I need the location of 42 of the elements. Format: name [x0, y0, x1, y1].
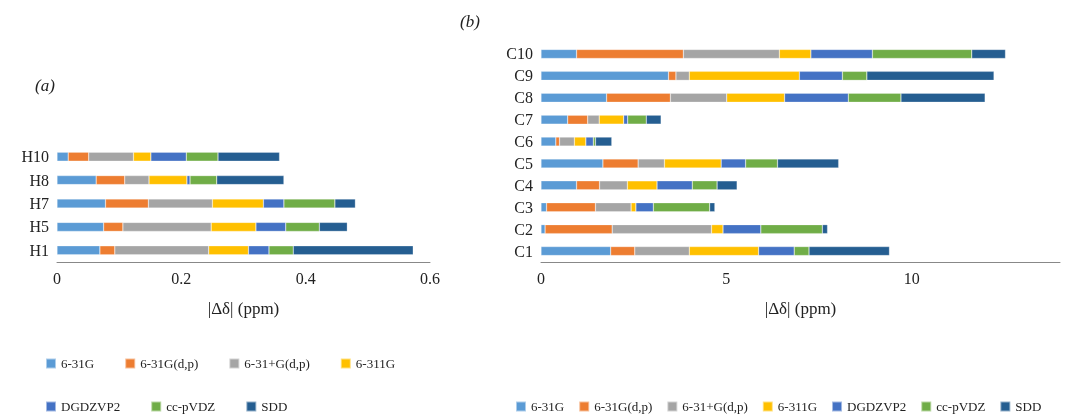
x-tick-label: 0.2	[171, 269, 192, 287]
legend-label: SDD	[1015, 399, 1042, 414]
x-axis-title: |Δδ| (ppm)	[207, 299, 280, 318]
legend-label: 6-311G	[355, 356, 396, 371]
x-tick-label: 0	[53, 269, 61, 287]
x-axis-title: |Δδ| (ppm)	[764, 299, 837, 318]
y-tick-label: C10	[506, 45, 533, 63]
y-tick-label: C2	[514, 220, 533, 238]
y-tick-label: C1	[514, 242, 533, 260]
legend-label: 6-31+G(d,p)	[682, 399, 748, 414]
y-tick-label: C4	[514, 176, 533, 194]
legend-label: 6-311G	[777, 399, 818, 414]
x-tick-label: 5	[722, 269, 731, 287]
y-tick-label: H10	[21, 148, 49, 166]
y-tick-label: H5	[29, 218, 49, 236]
legend-label: DGDZVP2	[847, 399, 907, 414]
y-tick-label: C8	[514, 89, 533, 107]
y-tick-label: C6	[514, 133, 533, 151]
bar	[595, 137, 612, 147]
x-tick-label: 0.6	[420, 269, 440, 287]
legend-label: 6-31G	[61, 356, 95, 371]
legend-label: SDD	[261, 399, 288, 414]
legend-label: 6-31G	[531, 399, 565, 414]
chart-title: (a)	[35, 76, 56, 95]
y-tick-label: C7	[514, 111, 533, 129]
y-tick-label: C5	[514, 154, 533, 172]
y-tick-label: C3	[514, 198, 533, 216]
x-tick-label: 10	[903, 269, 920, 287]
legend-label: 6-31G(d,p)	[594, 399, 653, 414]
y-tick-label: H7	[29, 195, 49, 212]
y-tick-label: C9	[514, 67, 533, 85]
legend-label: 6-31G(d,p)	[140, 356, 199, 371]
bar	[541, 137, 556, 147]
x-tick-label: 0	[537, 269, 545, 287]
y-tick-label: H8	[29, 171, 49, 189]
legend-label: cc-pVDZ	[166, 399, 216, 414]
chart-title: (b)	[460, 12, 481, 31]
x-tick-label: 0.4	[295, 269, 316, 287]
legend-label: cc-pVDZ	[936, 399, 986, 414]
legend-label: DGDZVP2	[61, 399, 121, 414]
legend-label: 6-31+G(d,p)	[244, 356, 310, 371]
y-tick-label: H1	[29, 241, 49, 259]
